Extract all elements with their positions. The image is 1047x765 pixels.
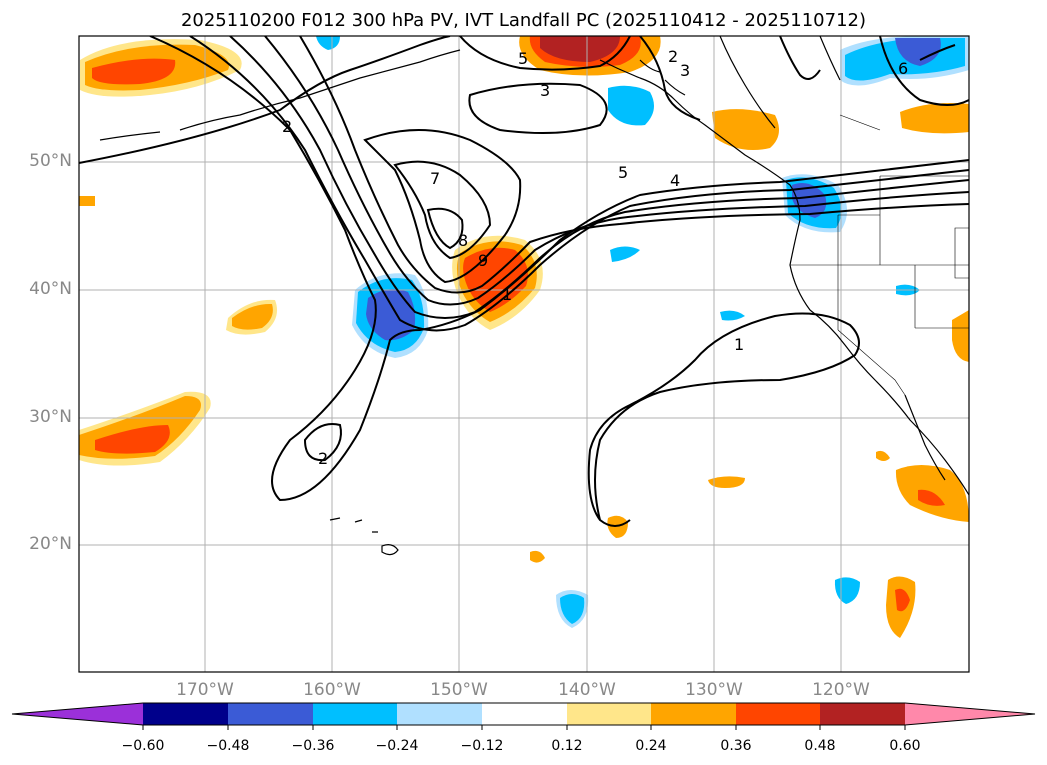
colorbar-tick-label: −0.48 — [206, 738, 250, 754]
lat-label: 30°N — [29, 407, 72, 427]
lon-label: 150°W — [430, 680, 488, 700]
colorbar-segment — [736, 703, 820, 725]
colorbar-ticks — [142, 725, 906, 730]
contour-labels: 2 3 5 7 8 9 1 5 4 2 3 6 1 2 — [282, 47, 908, 468]
lon-label: 170°W — [176, 680, 234, 700]
contour-label: 1 — [502, 285, 512, 304]
colorbar-tick-label: −0.36 — [291, 738, 335, 754]
contour-label: 7 — [430, 169, 440, 188]
contour-label: 8 — [458, 231, 468, 250]
contour-label: 9 — [478, 251, 488, 270]
colorbar-tick-label: 0.12 — [551, 738, 583, 754]
colorbar-tick-label: −0.24 — [375, 738, 419, 754]
lat-label: 20°N — [29, 534, 72, 554]
colorbar-segment — [482, 703, 567, 725]
contour-label: 6 — [898, 59, 908, 78]
graticule — [79, 36, 969, 672]
lat-label: 50°N — [29, 151, 72, 171]
contour-label: 2 — [668, 47, 678, 66]
contour-label: 2 — [318, 449, 328, 468]
pv-contours — [79, 36, 969, 527]
contour-label: 3 — [680, 61, 690, 80]
lon-label: 160°W — [303, 680, 361, 700]
colorbar-segment — [143, 703, 228, 725]
colorbar-tick-label: 0.48 — [804, 738, 836, 754]
colorbar-segment — [567, 703, 651, 725]
contour-label: 3 — [540, 81, 550, 100]
map-title: 2025110200 F012 300 hPa PV, IVT Landfall… — [180, 10, 867, 31]
lon-label: 130°W — [685, 680, 743, 700]
colorbar-min-extension — [12, 703, 143, 725]
colorbar-tick-label: 0.60 — [889, 738, 921, 754]
colorbar-max-extension — [905, 703, 1035, 725]
colorbar-tick-label: −0.60 — [121, 738, 165, 754]
lon-label: 120°W — [812, 680, 870, 700]
contour-label: 2 — [282, 117, 292, 136]
colorbar-tick-label: 0.36 — [720, 738, 752, 754]
contour-label: 5 — [518, 49, 528, 68]
colorbar — [11, 702, 1036, 730]
colorbar-tick-label: 0.24 — [635, 738, 667, 754]
map-frame — [78, 35, 970, 673]
lat-label: 40°N — [29, 279, 72, 299]
colorbar-segment — [397, 703, 482, 725]
map-plot-area: 2 3 5 7 8 9 1 5 4 2 3 6 1 2 — [79, 36, 969, 672]
colorbar-segment — [228, 703, 313, 725]
state-borders — [790, 114, 969, 396]
colorbar-segment — [820, 703, 905, 725]
colorbar-segment — [313, 703, 397, 725]
lon-label: 140°W — [558, 680, 616, 700]
contour-label: 4 — [670, 171, 680, 190]
contour-label: 1 — [734, 335, 744, 354]
colorbar-tick-label: −0.12 — [460, 738, 504, 754]
contour-label: 5 — [618, 163, 628, 182]
colorbar-segment — [651, 703, 736, 725]
coastlines — [99, 36, 969, 556]
